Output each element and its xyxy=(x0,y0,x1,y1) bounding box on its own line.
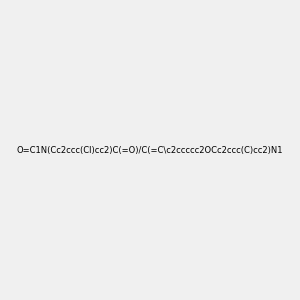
Text: O=C1N(Cc2ccc(Cl)cc2)C(=O)/C(=C\c2ccccc2OCc2ccc(C)cc2)N1: O=C1N(Cc2ccc(Cl)cc2)C(=O)/C(=C\c2ccccc2O… xyxy=(17,146,283,154)
